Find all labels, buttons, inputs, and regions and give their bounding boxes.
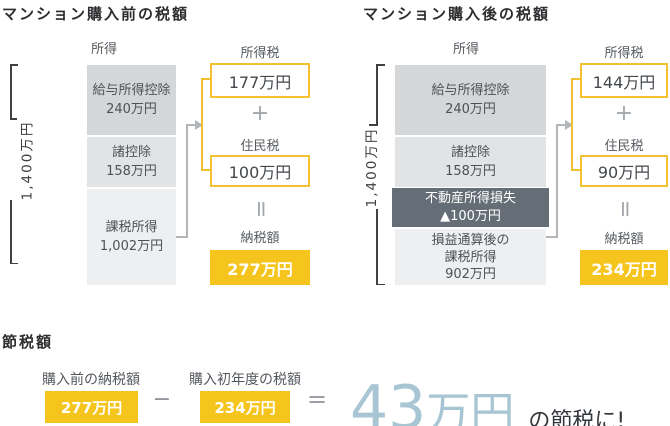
equals-sign: = — [210, 198, 310, 220]
income-tax-value-box: 177万円 — [210, 63, 310, 98]
taxable-income-after-offset-value: 902万円 — [445, 266, 496, 282]
taxable-income-after-offset-label2: 課税所得 — [444, 249, 497, 265]
minus-sign: − — [152, 387, 172, 412]
group-bracket — [201, 78, 203, 171]
income-tax-label: 所得税 — [240, 46, 280, 61]
equals-sign: = — [580, 198, 668, 220]
connector-line — [556, 124, 566, 126]
bracket-tick-bottom — [10, 262, 18, 264]
panel-after-title: マンション購入後の税額 — [363, 5, 551, 23]
total-income-label: 1,400万円 — [19, 120, 36, 201]
bracket-tick-top — [10, 64, 18, 66]
total-tax-value-box: 277万円 — [210, 250, 310, 285]
salary-deduction-value: 240万円 — [106, 102, 157, 117]
other-deductions-label: 諸控除 — [111, 145, 151, 160]
taxable-income-after-offset-label1: 損益通算後の — [431, 232, 510, 248]
savings-title: 節税額 — [2, 333, 54, 351]
income-column-label: 所得 — [452, 42, 479, 57]
resident-tax-value-box: 90万円 — [580, 155, 668, 187]
resident-tax-value-box: 100万円 — [210, 155, 310, 187]
income-tax-value-box: 144万円 — [580, 63, 668, 98]
savings-result: 43 万円 の節税に! — [350, 378, 625, 426]
real-estate-loss-value: ▲100万円 — [440, 208, 501, 224]
bracket-line-lower — [10, 200, 12, 264]
connector-line — [186, 124, 196, 126]
salary-deduction-label: 給与所得控除 — [431, 83, 510, 98]
group-bracket — [201, 169, 210, 171]
group-bracket — [201, 78, 210, 80]
salary-deduction-box: 給与所得控除 240万円 — [395, 65, 546, 135]
income-tax-label: 所得税 — [604, 46, 644, 61]
bracket-tick-mid — [369, 124, 376, 126]
bracket-tick-top — [376, 64, 385, 66]
before-purchase-tax-label: 購入前の納税額 — [42, 372, 140, 388]
bracket-tick-mid — [10, 118, 17, 120]
other-deductions-value: 158万円 — [445, 164, 496, 179]
before-purchase-tax-box: 277万円 — [45, 391, 138, 423]
savings-amount-unit: 万円 — [426, 388, 515, 426]
taxable-income-value: 1,002万円 — [99, 239, 164, 254]
other-deductions-value: 158万円 — [106, 164, 157, 179]
other-deductions-box: 諸控除 158万円 — [87, 137, 176, 187]
resident-tax-label: 住民税 — [240, 139, 280, 154]
bracket-line-upper — [376, 64, 378, 126]
bracket-line-upper — [10, 64, 12, 119]
plus-sign: + — [614, 101, 634, 126]
taxable-income-label: 課税所得 — [105, 220, 158, 235]
arrow-right-icon — [565, 119, 573, 130]
taxable-income-after-offset-box: 損益通算後の 課税所得 902万円 — [395, 229, 546, 285]
connector-line — [176, 236, 187, 238]
bracket-tick-bottom — [376, 283, 385, 285]
resident-tax-label: 住民税 — [604, 139, 644, 154]
first-year-tax-box: 234万円 — [200, 391, 290, 423]
equals-sign-glyph: = — [248, 199, 273, 219]
savings-result-suffix: の節税に! — [528, 409, 626, 426]
total-tax-label: 納税額 — [604, 232, 644, 247]
bracket-line-lower — [376, 209, 378, 285]
salary-deduction-box: 給与所得控除 240万円 — [87, 65, 176, 135]
first-year-tax-label: 購入初年度の税額 — [189, 372, 301, 388]
connector-line — [556, 124, 558, 238]
equals-sign: = — [306, 385, 328, 413]
total-tax-label: 納税額 — [240, 231, 280, 246]
income-column-label: 所得 — [90, 42, 117, 57]
total-income-label: 1,400万円 — [364, 127, 380, 208]
connector-line — [546, 236, 557, 238]
total-tax-value-box: 234万円 — [580, 250, 668, 285]
real-estate-loss-label: 不動産所得損失 — [424, 190, 516, 206]
other-deductions-box: 諸控除 158万円 — [395, 137, 546, 187]
taxable-income-box: 課税所得 1,002万円 — [87, 189, 176, 285]
group-bracket — [571, 169, 580, 171]
plus-sign: + — [250, 101, 270, 126]
equals-sign-glyph: = — [612, 199, 637, 219]
arrow-right-icon — [195, 119, 203, 130]
connector-line — [186, 124, 188, 238]
other-deductions-label: 諸控除 — [450, 145, 490, 160]
panel-before-title: マンション購入前の税額 — [2, 5, 190, 23]
real-estate-loss-box: 不動産所得損失 ▲100万円 — [392, 188, 549, 227]
salary-deduction-label: 給与所得控除 — [92, 83, 171, 98]
group-bracket — [571, 78, 580, 80]
salary-deduction-value: 240万円 — [445, 102, 496, 117]
group-bracket — [571, 78, 573, 171]
savings-amount-number: 43 — [350, 373, 427, 426]
